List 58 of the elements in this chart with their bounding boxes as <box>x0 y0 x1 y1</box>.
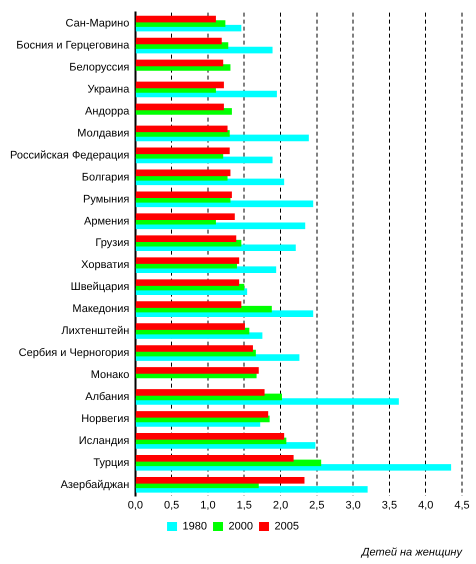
x-tick-label: 3,5 <box>382 499 398 512</box>
bar <box>136 126 228 132</box>
y-tick-label: Монако <box>90 369 130 382</box>
x-tick-label: 1,5 <box>236 499 252 512</box>
y-tick-label: Болгария <box>82 171 130 184</box>
y-tick-label: Турция <box>93 456 130 469</box>
bar <box>136 411 268 418</box>
y-tick-label: Российская Федерация <box>10 149 130 162</box>
x-tick-label: 2,0 <box>272 499 288 512</box>
y-tick-label: Лихтенштейн <box>61 325 130 338</box>
bar <box>136 323 245 330</box>
y-tick-label: Швейцария <box>70 281 130 294</box>
bar <box>136 279 240 286</box>
bar <box>136 433 284 440</box>
y-tick-label: Азербайджан <box>60 478 130 491</box>
y-tick-label: Молдавия <box>77 127 130 140</box>
x-axis-title: Детей на женщину <box>360 546 464 559</box>
y-tick-label: Босния и Герцеговина <box>16 40 130 52</box>
y-tick-label: Армения <box>84 215 130 228</box>
x-tick-label: 3,0 <box>345 499 361 512</box>
x-tick-label: 0,0 <box>128 499 144 512</box>
bar <box>136 169 230 176</box>
bar <box>136 367 259 374</box>
x-tick-label: 1,0 <box>200 499 216 512</box>
bar <box>136 16 216 22</box>
y-tick-label: Грузия <box>95 237 130 250</box>
y-tick-label: Андорра <box>85 105 130 118</box>
y-tick-label: Хорватия <box>81 259 130 272</box>
bar <box>136 148 230 154</box>
legend-label: 2005 <box>274 520 299 533</box>
bar <box>136 104 224 110</box>
x-tick-label: 4,5 <box>454 499 470 512</box>
bar <box>136 389 265 396</box>
y-tick-label: Сербия и Черногория <box>18 347 130 360</box>
bar <box>136 476 304 484</box>
y-tick-label: Украина <box>87 84 130 96</box>
x-tick-label: 2,5 <box>309 499 324 512</box>
bar <box>136 301 242 308</box>
y-tick-label: Норвегия <box>81 412 130 425</box>
y-tick-label: Албания <box>85 390 130 403</box>
bar <box>136 213 235 220</box>
legend-label: 2000 <box>228 520 253 533</box>
bar <box>136 38 222 44</box>
legend-label: 1980 <box>182 520 208 533</box>
bar <box>136 82 224 88</box>
bar <box>136 345 253 352</box>
y-tick-label: Румыния <box>82 193 130 206</box>
bar <box>136 257 240 264</box>
y-tick-label: Сан-Марино <box>66 18 130 30</box>
bar <box>136 235 236 242</box>
y-tick-label: Белоруссия <box>69 62 130 74</box>
bar <box>136 455 294 462</box>
bar <box>136 60 224 66</box>
bar <box>136 191 232 198</box>
x-tick-label: 0,5 <box>164 499 180 512</box>
y-tick-label: Македония <box>72 303 130 316</box>
y-tick-label: Исландия <box>78 434 130 447</box>
x-tick-label: 4,0 <box>418 499 434 512</box>
